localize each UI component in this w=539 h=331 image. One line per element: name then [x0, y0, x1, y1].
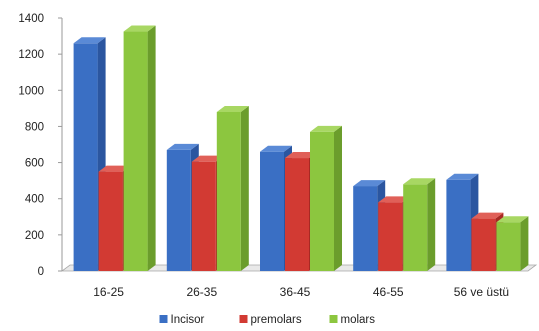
y-tick-label: 600	[25, 158, 44, 170]
bar-top	[353, 180, 386, 187]
bar-front	[285, 158, 309, 271]
x-category-label: 46-55	[373, 285, 404, 299]
bar-side	[240, 105, 249, 271]
bar-side	[147, 25, 156, 271]
legend-swatch	[329, 315, 338, 323]
y-tick-label: 1400	[18, 13, 44, 25]
y-tick-label: 1000	[18, 85, 44, 97]
bar-top	[260, 145, 292, 152]
bar-side	[334, 125, 342, 271]
bar-front	[496, 222, 521, 271]
bar	[310, 125, 342, 271]
bar-top	[446, 173, 479, 180]
bar-top	[191, 155, 224, 162]
legend-label: Incisor	[171, 314, 205, 326]
legend-swatch	[159, 315, 168, 323]
bar-side	[520, 216, 529, 271]
bar-top	[73, 37, 106, 44]
bar-front	[123, 31, 148, 271]
bar-front	[471, 218, 496, 271]
y-tick-label: 200	[25, 230, 44, 242]
legend-label: premolars	[251, 314, 302, 326]
bar-top	[378, 196, 411, 203]
bar-side	[427, 178, 436, 271]
bar-top	[166, 143, 199, 150]
bar-top	[285, 152, 317, 159]
bar-top	[216, 105, 249, 112]
bar	[496, 216, 529, 271]
bar-front	[353, 186, 378, 271]
bar-front	[310, 131, 334, 271]
x-category-label: 36-45	[280, 285, 311, 299]
y-tick-label: 400	[25, 194, 44, 206]
y-tick-label: 1200	[18, 49, 44, 61]
bar-front	[260, 151, 284, 271]
bar-front	[166, 149, 191, 271]
legend-item: Incisor	[159, 314, 205, 326]
y-tick-label: 0	[38, 266, 44, 278]
legend-swatch	[239, 315, 248, 323]
bar-front	[446, 179, 471, 271]
bar	[216, 105, 249, 271]
bar-top	[310, 125, 342, 132]
bar-top	[123, 25, 156, 32]
bar	[123, 25, 156, 271]
x-category-label: 16-25	[93, 285, 124, 299]
bar-top	[496, 216, 529, 223]
bar-top	[471, 212, 504, 219]
bar-front	[403, 184, 428, 271]
bar-front	[216, 111, 241, 271]
bar-front	[73, 43, 98, 271]
legend-label: molars	[341, 314, 376, 326]
x-category-label: 56 ve üstü	[454, 285, 509, 299]
bar-front	[98, 171, 123, 271]
legend-item: molars	[329, 314, 376, 326]
y-tick-label: 800	[25, 121, 44, 133]
x-category-label: 26-35	[186, 285, 217, 299]
legend-item: premolars	[239, 314, 302, 326]
bar-front	[191, 161, 216, 271]
bar	[403, 178, 436, 271]
bar-front	[378, 202, 403, 271]
bar-top	[403, 178, 436, 185]
bar-top	[98, 165, 131, 172]
